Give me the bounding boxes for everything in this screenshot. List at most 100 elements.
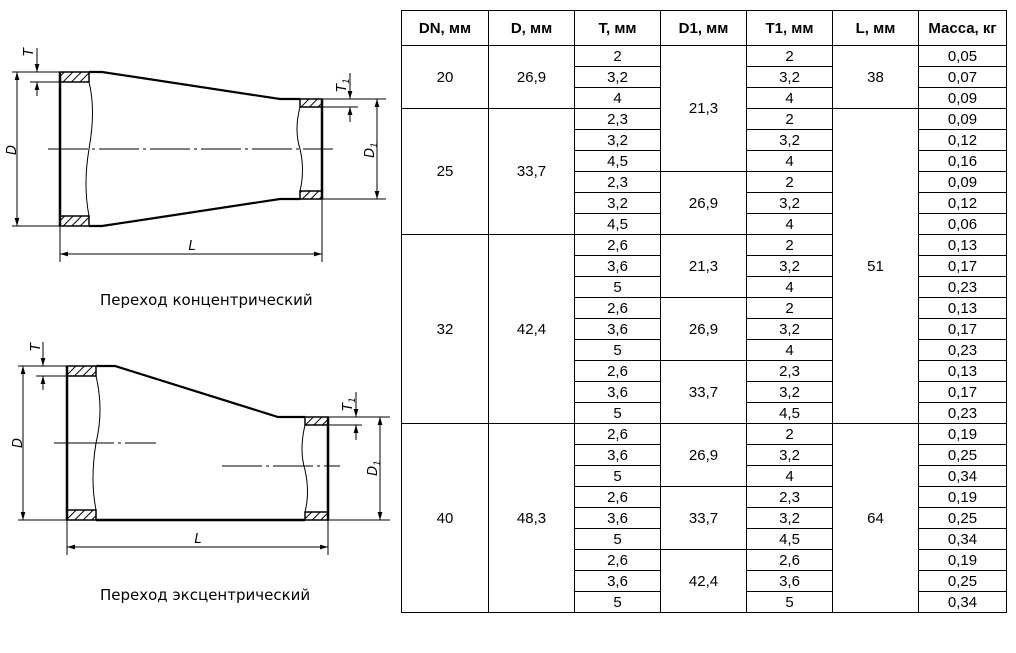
cell-d1: 26,9	[660, 423, 747, 487]
cell-t: 2,6	[574, 234, 661, 256]
cell-d: 42,4	[488, 234, 575, 424]
cell-d1: 33,7	[660, 486, 747, 550]
cell-t: 3,6	[574, 570, 661, 592]
cell-mass: 0,17	[918, 381, 1007, 403]
table-row: 3,6 3,2 0,17	[402, 381, 1007, 403]
cell-t1: 2,3	[746, 360, 833, 382]
cell-t1: 3,2	[746, 507, 833, 529]
cell-d: 48,3	[488, 423, 575, 613]
table-row: 4,5 4 0,06	[402, 213, 1007, 235]
cell-t: 3,6	[574, 507, 661, 529]
cell-t: 3,2	[574, 129, 661, 151]
cell-t1: 3,2	[746, 66, 833, 88]
cell-t: 3,2	[574, 66, 661, 88]
cell-mass: 0,12	[918, 192, 1007, 214]
cell-dn: 32	[401, 234, 489, 424]
table-row: 2,3 26,9 2 0,09	[402, 171, 1007, 235]
cell-mass: 0,19	[918, 486, 1007, 508]
table-row: 5 4,5 0,23	[402, 402, 1007, 424]
cell-t1: 2,6	[746, 549, 833, 571]
cell-mass: 0,13	[918, 297, 1007, 319]
cell-t: 3,6	[574, 255, 661, 277]
cell-mass: 0,09	[918, 108, 1007, 130]
cell-t1: 2	[746, 297, 833, 319]
cell-mass: 0,34	[918, 528, 1007, 550]
cell-t1: 4	[746, 465, 833, 487]
cell-t1: 4	[746, 150, 833, 172]
reducer-drawings: D T D1 T1 L D T D1	[5, 47, 390, 555]
cell-dn: 25	[401, 108, 489, 235]
dim-label-t1: T1	[341, 397, 358, 411]
cell-t1: 3,2	[746, 444, 833, 466]
cell-t1: 2	[746, 45, 833, 67]
cell-mass: 0,23	[918, 339, 1007, 361]
dim-label-l: L	[188, 239, 195, 254]
cell-t: 4	[574, 87, 661, 109]
cell-t1: 5	[746, 591, 833, 613]
cell-t: 5	[574, 528, 661, 550]
cell-t1: 2	[746, 234, 833, 256]
cell-t: 2	[574, 45, 661, 67]
cell-mass: 0,09	[918, 171, 1007, 193]
cell-t: 5	[574, 276, 661, 298]
cell-t: 2,6	[574, 360, 661, 382]
header-t1: T1, мм	[746, 10, 833, 46]
header-l: L, мм	[832, 10, 919, 46]
cell-dn: 40	[401, 423, 489, 613]
cell-mass: 0,25	[918, 444, 1007, 466]
cell-t1: 3,2	[746, 192, 833, 214]
table-row: 40 48,3 2,6 26,9 2 64 0,19	[401, 423, 1007, 613]
cell-mass: 0,25	[918, 570, 1007, 592]
table-row: 4,5 4 0,16	[402, 150, 1007, 172]
cell-mass: 0,23	[918, 276, 1007, 298]
header-d1: D1, мм	[660, 10, 747, 46]
cell-t1: 4	[746, 339, 833, 361]
table-row: 25 33,7 2,3 2 51 0,09	[401, 108, 1007, 424]
cell-t: 5	[574, 465, 661, 487]
table-row: 3,6 3,2 0,17	[402, 318, 1007, 340]
cell-t: 3,2	[574, 192, 661, 214]
cell-mass: 0,16	[918, 150, 1007, 172]
cell-t: 3,6	[574, 381, 661, 403]
cell-mass: 0,34	[918, 591, 1007, 613]
header-d: D, мм	[488, 10, 575, 46]
cell-t1: 4,5	[746, 402, 833, 424]
eccentric-reducer-drawing	[18, 342, 390, 555]
table-row: 4 4 0,09	[402, 87, 1007, 109]
cell-mass: 0,25	[918, 507, 1007, 529]
dim-label-l: L	[194, 532, 201, 547]
cell-t: 3,6	[574, 318, 661, 340]
table-row: 5 4,5 0,34	[402, 528, 1007, 550]
dim-label-d1: D1	[363, 142, 380, 158]
cell-t: 5	[574, 402, 661, 424]
table-row: 5 5 0,34	[402, 591, 1007, 613]
dim-label-d: D	[11, 438, 26, 448]
cell-t: 5	[574, 591, 661, 613]
cell-t: 2,3	[574, 171, 661, 193]
table-header-row: DN, мм D, мм T, мм D1, мм T1, мм L, мм М…	[401, 10, 1007, 46]
cell-mass: 0,34	[918, 465, 1007, 487]
cell-t: 2,6	[574, 549, 661, 571]
dim-label-t: T	[29, 342, 44, 351]
cell-t1: 3,6	[746, 570, 833, 592]
cell-l: 38	[832, 45, 919, 109]
header-dn: DN, мм	[401, 10, 489, 46]
cell-mass: 0,05	[918, 45, 1007, 67]
table-row: 2,6 26,9 2 0,13	[402, 297, 1007, 361]
cell-mass: 0,19	[918, 549, 1007, 571]
dimensions-table: DN, мм D, мм T, мм D1, мм T1, мм L, мм М…	[401, 10, 1007, 613]
cell-mass: 0,17	[918, 318, 1007, 340]
cell-t1: 3,2	[746, 381, 833, 403]
cell-t: 2,6	[574, 486, 661, 508]
cell-d1: 21,3	[660, 234, 747, 298]
table-row: 3,6 3,2 0,25	[402, 507, 1007, 529]
cell-mass: 0,06	[918, 213, 1007, 235]
cell-d1: 21,3	[660, 45, 747, 172]
header-t: T, мм	[574, 10, 661, 46]
cell-mass: 0,13	[918, 234, 1007, 256]
table-body: 20 26,9 2 21,3 2 38 0,05 3,2 3,2 0,07 4 4 0,09 25 33,7…	[401, 45, 1007, 613]
cell-t: 4,5	[574, 213, 661, 235]
cell-t: 2,3	[574, 108, 661, 130]
dim-label-t1: T1	[335, 78, 352, 92]
cell-t: 2,6	[574, 297, 661, 319]
